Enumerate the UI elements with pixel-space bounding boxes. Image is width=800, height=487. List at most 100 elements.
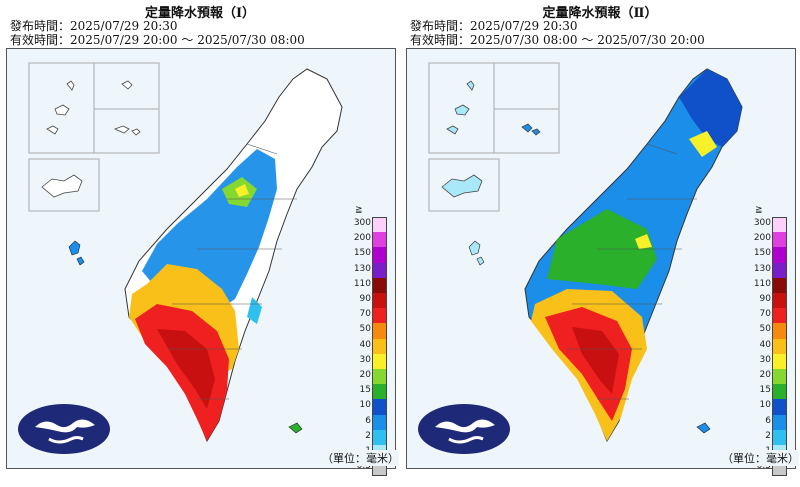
rainfall-legend: ≧30020015013011090705040302015106210.5	[741, 205, 791, 487]
lanyu-island	[288, 422, 303, 434]
legend-swatch	[372, 353, 387, 369]
legend-level-label: 15	[359, 385, 371, 396]
legend-swatch	[772, 353, 787, 369]
legend-level-label: 90	[759, 294, 771, 304]
legend-item: 2	[741, 429, 791, 445]
valid-time: 有效時間：2025/07/29 20:00 ～ 2025/07/30 08:00	[10, 33, 305, 47]
legend-level-label: 0.5	[356, 461, 371, 472]
legend-level-label: 20	[359, 370, 371, 380]
legend-swatch	[372, 247, 387, 263]
island-outline	[441, 174, 483, 198]
legend-item: 20	[741, 369, 791, 385]
legend-swatch	[372, 369, 387, 385]
legend-item: 110	[741, 277, 791, 293]
legend-swatch	[372, 338, 387, 354]
legend-item: 30	[741, 353, 791, 369]
rain-zone-10mm	[679, 69, 742, 147]
legend-item: 70	[741, 308, 791, 324]
lanyu-island	[696, 422, 711, 434]
rain-zone-70mm	[135, 304, 229, 441]
county-boundaries	[567, 143, 697, 400]
legend-level-label: 200	[753, 233, 771, 244]
legend-swatch	[372, 293, 387, 309]
legend-level-label: 40	[759, 339, 771, 350]
island-outline	[113, 80, 141, 136]
legend-level-label: 300	[753, 218, 771, 228]
legend-item: 300	[741, 217, 791, 234]
island-outline	[446, 80, 475, 135]
legend-level-label: 15	[759, 385, 771, 396]
unit-label: （單位：毫米）	[322, 450, 399, 466]
legend-item: 10	[741, 399, 791, 415]
issued-time: 發布時間：2025/07/29 20:30	[10, 19, 178, 33]
legend-level-label: 130	[753, 263, 771, 274]
legend-item: 150	[741, 247, 791, 263]
legend-top-mark: ≧	[755, 205, 763, 215]
legend-swatch	[372, 323, 387, 339]
legend-item: 200	[341, 232, 391, 248]
legend-item: 300	[341, 217, 391, 234]
legend-item: 130	[741, 262, 791, 278]
penghu-islands	[68, 240, 85, 266]
legend-level-label: 10	[759, 400, 771, 411]
forecast-panel-1: 定量降水預報（Ⅰ） 發布時間：2025/07/29 20:30 有效時間：202…	[0, 0, 400, 477]
legend-item: 15	[741, 384, 791, 400]
penghu-islands	[468, 240, 485, 266]
county-boundaries	[167, 143, 297, 400]
legend-top-mark: ≧	[355, 205, 363, 215]
legend-level-label: 40	[359, 339, 371, 350]
penghu-inset	[428, 158, 500, 212]
island-outline	[46, 80, 75, 135]
legend-level-label: 20	[759, 370, 771, 380]
unit-label: （單位：毫米）	[722, 450, 799, 466]
legend-item: 90	[741, 293, 791, 309]
legend-swatch	[772, 429, 787, 445]
rainfall-map: ≧30020015013011090705040302015106210.5	[6, 48, 396, 477]
legend-level-label: 70	[759, 309, 771, 320]
legend-item: 90	[341, 293, 391, 309]
legend-swatch	[772, 384, 787, 400]
legend-swatch	[372, 277, 387, 293]
legend-level-label: 10	[359, 400, 371, 411]
legend-level-label: 110	[753, 278, 771, 289]
rain-zone-70mm	[545, 307, 632, 421]
cwa-logo	[418, 404, 510, 454]
legend-level-label: 150	[753, 248, 771, 259]
legend-item: 200	[741, 232, 791, 248]
legend-item: 30	[341, 353, 391, 369]
legend-level-label: 130	[353, 263, 371, 274]
legend-item: 110	[341, 277, 391, 293]
legend-swatch	[372, 262, 387, 278]
legend-level-label: 70	[359, 309, 371, 320]
legend-item: 15	[341, 384, 391, 400]
legend-swatch	[772, 277, 787, 293]
rain-zone-90mm	[572, 327, 619, 394]
legend-item: 6	[341, 414, 391, 430]
legend-item: 20	[341, 369, 391, 385]
rain-zone-30mm	[635, 131, 717, 249]
valid-time: 有效時間：2025/07/30 08:00 ～ 2025/07/30 20:00	[410, 33, 705, 47]
legend-swatch	[772, 369, 787, 385]
legend-level-label: 0.5	[756, 461, 771, 472]
legend-item: 50	[341, 323, 391, 339]
legend-level-label: 6	[365, 415, 371, 426]
legend-item: 150	[341, 247, 391, 263]
legend-level-label: 50	[759, 324, 771, 335]
legend-swatch	[772, 217, 787, 234]
legend-item: 40	[741, 338, 791, 354]
cwa-logo	[18, 404, 110, 454]
legend-item: 10	[341, 399, 391, 415]
legend-level-label: 2	[365, 430, 371, 441]
legend-level-label: 300	[353, 218, 371, 228]
legend-item: 130	[341, 262, 391, 278]
legend-swatch	[772, 399, 787, 415]
legend-swatch	[372, 384, 387, 400]
legend-level-label: 2	[765, 430, 771, 441]
legend-swatch	[772, 323, 787, 339]
island-outline	[521, 123, 541, 136]
legend-swatch	[772, 338, 787, 354]
island-outline	[41, 174, 83, 198]
taiwan-map	[18, 62, 343, 454]
legend-level-label: 150	[353, 248, 371, 259]
legend-item: 70	[341, 308, 391, 324]
